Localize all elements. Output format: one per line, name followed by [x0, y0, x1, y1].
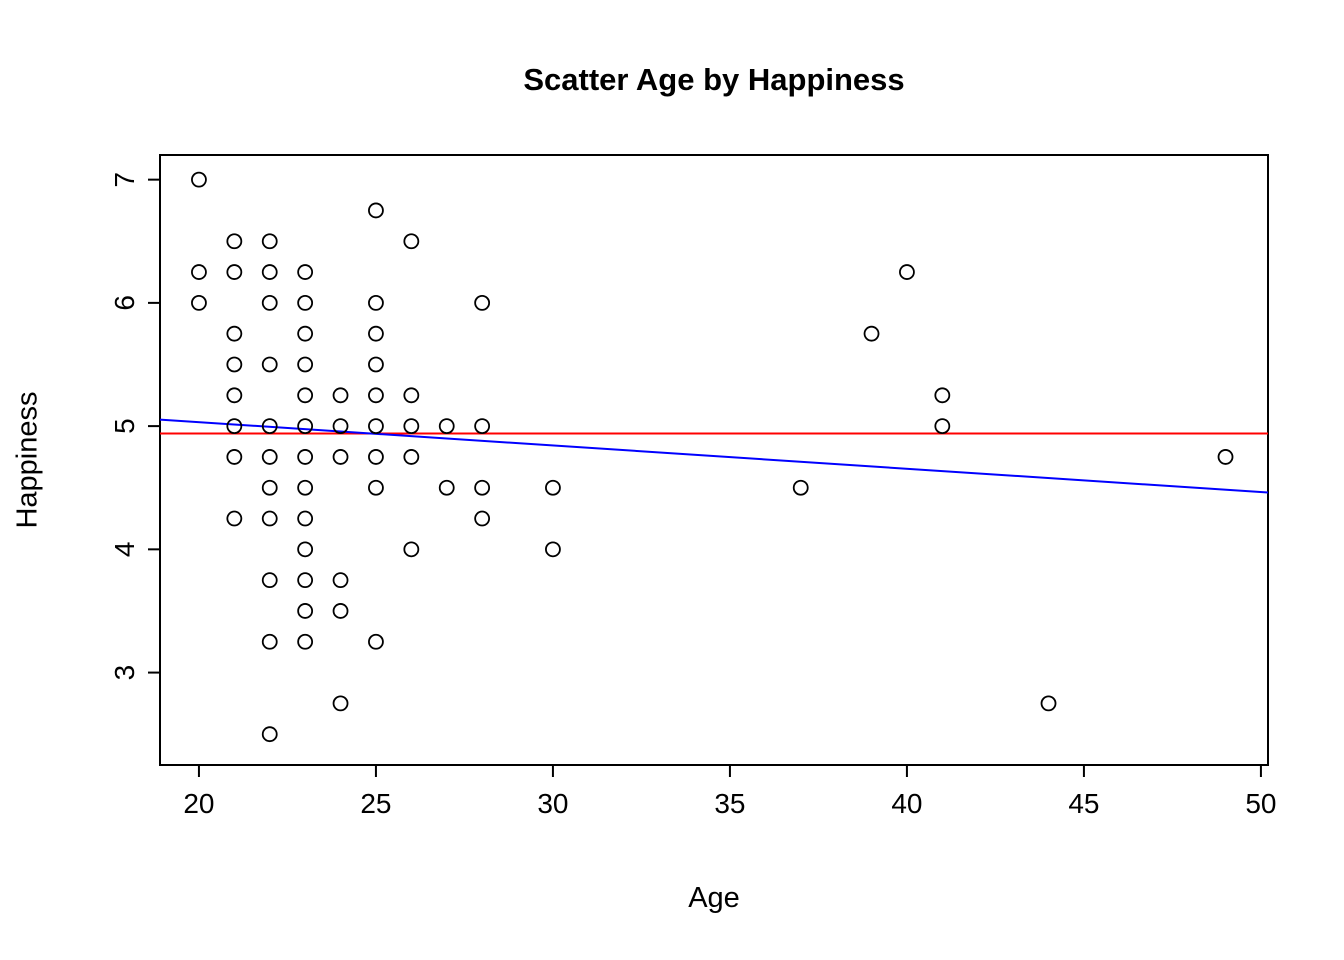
- data-point: [934, 418, 951, 435]
- x-tick-label: 25: [360, 788, 391, 819]
- data-point: [403, 449, 420, 465]
- x-tick-label: 30: [537, 788, 568, 819]
- data-point: [368, 387, 384, 404]
- data-point: [332, 603, 349, 619]
- data-point: [474, 294, 491, 311]
- data-point: [1217, 449, 1234, 465]
- data-point: [545, 541, 561, 558]
- data-point: [863, 325, 880, 342]
- data-point: [934, 387, 951, 404]
- data-point: [474, 510, 491, 527]
- data-point: [297, 479, 314, 496]
- data-point: [261, 294, 278, 311]
- x-tick-label: 45: [1068, 788, 1099, 819]
- data-point: [368, 449, 384, 465]
- data-point: [226, 356, 243, 373]
- data-point: [368, 479, 384, 496]
- data-point: [297, 294, 314, 311]
- y-tick-label: 3: [109, 665, 140, 681]
- data-point: [368, 294, 384, 311]
- data-point: [403, 387, 420, 404]
- x-tick-label: 20: [183, 788, 214, 819]
- data-point: [191, 171, 207, 188]
- data-point: [297, 264, 314, 280]
- data-point: [297, 603, 314, 619]
- data-point: [261, 449, 278, 465]
- y-tick-label: 7: [109, 172, 140, 188]
- data-point: [261, 418, 278, 435]
- data-point: [297, 356, 314, 373]
- y-tick-label: 5: [109, 418, 140, 434]
- data-point: [261, 726, 278, 743]
- y-tick-label: 4: [109, 542, 140, 558]
- data-point: [332, 449, 349, 465]
- data-point: [297, 387, 314, 404]
- plot-box: [159, 154, 1269, 766]
- y-tick-label: 6: [109, 295, 140, 311]
- data-point: [226, 325, 243, 342]
- data-point: [368, 633, 384, 650]
- data-point: [545, 479, 561, 496]
- data-point: [226, 233, 243, 250]
- data-point: [297, 510, 314, 527]
- data-point: [191, 294, 207, 311]
- data-point: [403, 418, 420, 435]
- data-point: [368, 325, 384, 342]
- data-point: [297, 572, 314, 589]
- data-point: [226, 264, 243, 280]
- data-point: [438, 418, 455, 435]
- data-point: [332, 387, 349, 404]
- data-point: [403, 541, 420, 558]
- data-point: [297, 449, 314, 465]
- data-point: [297, 418, 314, 435]
- data-point: [474, 479, 491, 496]
- data-point: [191, 264, 207, 280]
- data-point: [792, 479, 809, 496]
- x-tick-label: 40: [891, 788, 922, 819]
- data-point: [332, 695, 349, 712]
- data-point: [261, 479, 278, 496]
- data-point: [368, 356, 384, 373]
- data-point: [403, 233, 420, 250]
- data-point: [226, 418, 243, 435]
- data-point: [261, 356, 278, 373]
- data-point: [332, 572, 349, 589]
- data-point: [226, 510, 243, 527]
- regression-line: [159, 418, 1269, 494]
- data-point: [332, 418, 349, 435]
- data-point: [261, 510, 278, 527]
- x-axis-label: Age: [688, 882, 740, 914]
- x-tick-label: 35: [714, 788, 745, 819]
- data-point: [226, 387, 243, 404]
- data-point: [261, 572, 278, 589]
- data-point: [899, 264, 915, 280]
- data-point: [297, 541, 314, 558]
- data-point: [261, 233, 278, 250]
- data-point: [226, 449, 243, 465]
- x-tick-label: 50: [1245, 788, 1276, 819]
- data-point: [297, 633, 314, 650]
- data-point: [297, 325, 314, 342]
- data-point: [368, 418, 384, 435]
- data-point: [368, 202, 384, 219]
- data-point: [261, 264, 278, 280]
- data-point: [474, 418, 491, 435]
- data-point: [1040, 695, 1057, 712]
- data-point: [438, 479, 455, 496]
- y-axis-label: Happiness: [11, 391, 44, 529]
- chart-title: Scatter Age by Happiness: [523, 62, 905, 97]
- data-point: [261, 633, 278, 650]
